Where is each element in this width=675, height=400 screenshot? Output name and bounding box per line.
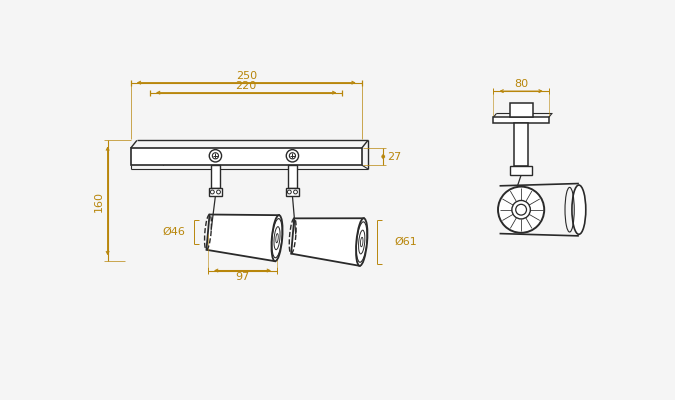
Bar (209, 188, 221, 196)
Polygon shape (291, 218, 364, 266)
Circle shape (498, 186, 544, 233)
Ellipse shape (271, 215, 283, 261)
Text: 220: 220 (236, 81, 257, 91)
Text: Ø46: Ø46 (162, 227, 185, 237)
Circle shape (512, 200, 531, 219)
Text: 250: 250 (236, 71, 256, 81)
Bar (288, 165, 297, 188)
Text: 80: 80 (514, 79, 528, 89)
Ellipse shape (356, 218, 367, 266)
Bar (493, 117, 549, 124)
Text: 160: 160 (93, 191, 103, 212)
Polygon shape (207, 214, 279, 261)
Bar (286, 188, 298, 196)
Text: 97: 97 (236, 272, 250, 282)
Text: 27: 27 (387, 152, 401, 162)
Bar (510, 104, 533, 117)
Text: Ø61: Ø61 (394, 237, 416, 247)
Bar (131, 148, 362, 165)
Bar (514, 124, 528, 166)
Ellipse shape (572, 185, 586, 234)
Bar (510, 166, 532, 175)
Bar (211, 165, 220, 188)
